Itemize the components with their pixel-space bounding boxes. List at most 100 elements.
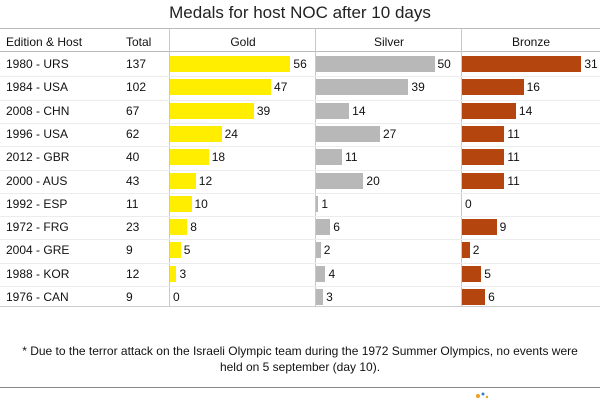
title-divider bbox=[0, 28, 600, 29]
header-total: Total bbox=[126, 35, 152, 49]
bar-gold-1980-urs bbox=[170, 56, 291, 72]
bar-gold-2008-chn bbox=[170, 102, 254, 119]
bar-gold-1972-frg bbox=[170, 219, 188, 236]
footnote: * Due to the terror attack on the Israel… bbox=[22, 344, 578, 374]
value-label-silver-2012-gbr: 11 bbox=[345, 150, 358, 165]
row-total-2000-aus: 43 bbox=[126, 173, 140, 188]
row-separator bbox=[0, 146, 600, 148]
bar-gold-2012-gbr bbox=[170, 149, 209, 166]
bar-gold-1984-usa bbox=[170, 79, 272, 96]
row-separator bbox=[0, 216, 600, 218]
row-total-2004-gre: 9 bbox=[126, 243, 133, 258]
value-label-silver-1980-urs: 50 bbox=[437, 57, 451, 71]
bar-silver-2012-gbr bbox=[316, 149, 343, 166]
bar-bronze-2008-chn bbox=[462, 102, 516, 119]
value-label-bronze-1980-urs: 31 bbox=[584, 57, 598, 71]
bar-silver-1980-urs bbox=[316, 56, 435, 72]
value-label-gold-1988-kor: 3 bbox=[179, 266, 187, 281]
header-bronze: Bronze bbox=[511, 35, 551, 49]
row-total-1996-usa: 62 bbox=[126, 126, 140, 141]
row-label-1976-can: 1976 - CAN bbox=[6, 290, 69, 304]
bar-gold-1996-usa bbox=[170, 125, 222, 142]
value-label-gold-1996-usa: 24 bbox=[224, 126, 238, 141]
row-label-1984-usa: 1984 - USA bbox=[6, 80, 69, 95]
value-label-silver-1992-esp: 1 bbox=[321, 196, 329, 211]
bar-bronze-2012-gbr bbox=[462, 149, 505, 166]
sparkle-logo-icon bbox=[476, 392, 489, 399]
row-separator bbox=[0, 262, 600, 264]
row-total-1976-can: 9 bbox=[126, 290, 133, 304]
row-label-1988-kor: 1988 - KOR bbox=[6, 266, 70, 281]
bar-silver-1976-can bbox=[316, 289, 324, 305]
header-divider bbox=[0, 51, 600, 52]
value-label-bronze-1976-can: 6 bbox=[488, 290, 495, 304]
value-label-silver-1988-kor: 4 bbox=[328, 266, 336, 281]
bar-bronze-2000-aus bbox=[462, 172, 505, 189]
value-label-gold-2012-gbr: 18 bbox=[211, 150, 226, 165]
row-separator bbox=[0, 286, 600, 287]
value-label-bronze-1984-usa: 16 bbox=[526, 80, 540, 95]
row-label-1980-urs: 1980 - URS bbox=[6, 57, 69, 71]
row-label-1972-frg: 1972 - FRG bbox=[6, 220, 69, 235]
value-label-silver-2008-chn: 14 bbox=[352, 103, 366, 118]
bar-bronze-2004-gre bbox=[462, 242, 470, 259]
value-label-gold-2000-aus: 12 bbox=[198, 173, 213, 188]
value-label-gold-1980-urs: 56 bbox=[293, 57, 307, 71]
row-total-1984-usa: 102 bbox=[126, 80, 147, 95]
footer-divider bbox=[0, 387, 600, 388]
column-divider-bronze bbox=[461, 29, 462, 306]
row-label-1992-esp: 1992 - ESP bbox=[6, 196, 68, 211]
bar-silver-1988-kor bbox=[316, 265, 326, 282]
bar-silver-2008-chn bbox=[316, 102, 350, 119]
row-total-1980-urs: 137 bbox=[126, 57, 147, 71]
value-label-bronze-1996-usa: 11 bbox=[507, 126, 520, 141]
value-label-bronze-2012-gbr: 11 bbox=[507, 150, 520, 165]
row-label-2012-gbr: 2012 - GBR bbox=[6, 150, 70, 165]
value-label-gold-1976-can: 0 bbox=[173, 290, 180, 304]
value-label-silver-1972-frg: 6 bbox=[333, 220, 340, 235]
row-separator bbox=[0, 192, 600, 194]
bar-silver-1996-usa bbox=[316, 125, 380, 142]
value-label-silver-1976-can: 3 bbox=[326, 290, 333, 304]
value-label-gold-1972-frg: 8 bbox=[190, 220, 197, 235]
bar-gold-2004-gre bbox=[170, 242, 181, 259]
row-total-2008-chn: 67 bbox=[126, 103, 140, 118]
bar-silver-2000-aus bbox=[316, 172, 364, 189]
row-separator bbox=[0, 76, 600, 78]
bar-gold-1992-esp bbox=[170, 195, 192, 212]
value-label-silver-2000-aus: 20 bbox=[366, 173, 380, 188]
column-divider-silver bbox=[315, 29, 316, 306]
bar-gold-2000-aus bbox=[170, 172, 196, 189]
table-bottom-divider bbox=[0, 306, 600, 307]
row-label-2008-chn: 2008 - CHN bbox=[6, 103, 70, 118]
bar-bronze-1972-frg bbox=[462, 219, 497, 236]
bar-bronze-1996-usa bbox=[462, 125, 505, 142]
row-label-1996-usa: 1996 - USA bbox=[6, 126, 69, 141]
row-total-1988-kor: 12 bbox=[126, 266, 140, 281]
header-gold: Gold bbox=[230, 35, 256, 49]
value-label-bronze-1992-esp: 0 bbox=[465, 196, 472, 211]
value-label-bronze-1972-frg: 9 bbox=[499, 220, 507, 235]
bar-silver-1984-usa bbox=[316, 79, 409, 96]
bar-bronze-1984-usa bbox=[462, 79, 524, 96]
row-separator bbox=[0, 239, 600, 241]
bar-silver-1992-esp bbox=[316, 195, 319, 212]
value-label-gold-1992-esp: 10 bbox=[194, 196, 208, 211]
row-label-2000-aus: 2000 - AUS bbox=[6, 173, 68, 188]
bar-silver-2004-gre bbox=[316, 242, 321, 259]
bar-bronze-1980-urs bbox=[462, 56, 582, 72]
column-divider-gold bbox=[169, 29, 170, 306]
bar-bronze-1976-can bbox=[462, 289, 486, 305]
row-separator bbox=[0, 99, 600, 101]
header-edition-host: Edition & Host bbox=[6, 35, 83, 49]
value-label-silver-2004-gre: 2 bbox=[323, 243, 331, 258]
value-label-bronze-1988-kor: 5 bbox=[484, 266, 491, 281]
row-total-1992-esp: 11 bbox=[126, 196, 139, 211]
value-label-gold-2004-gre: 5 bbox=[183, 243, 191, 258]
value-label-bronze-2000-aus: 11 bbox=[507, 173, 520, 188]
chart-title: Medals for host NOC after 10 days bbox=[169, 3, 431, 22]
row-separator bbox=[0, 122, 600, 124]
row-label-2004-gre: 2004 - GRE bbox=[6, 243, 70, 258]
value-label-gold-2008-chn: 39 bbox=[256, 103, 271, 118]
row-total-2012-gbr: 40 bbox=[126, 150, 140, 165]
